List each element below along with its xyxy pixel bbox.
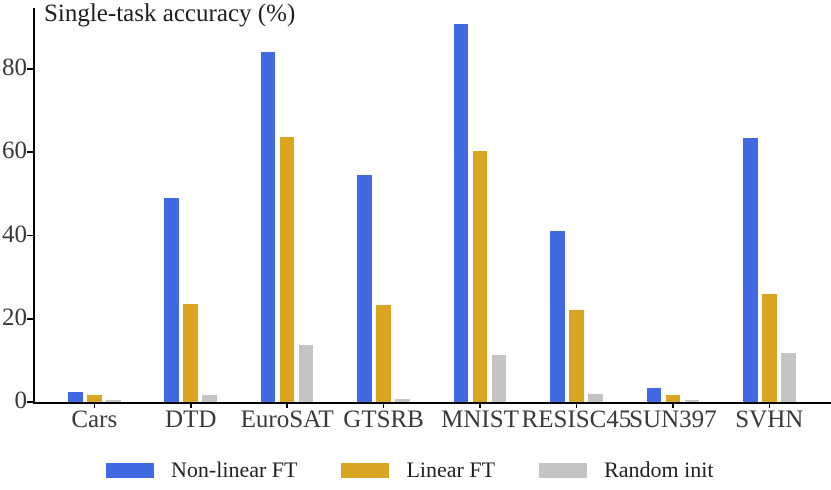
y-tick-label: 20 bbox=[2, 303, 27, 331]
x-tick-mark bbox=[479, 403, 481, 409]
legend-label: Linear FT bbox=[406, 457, 496, 482]
bar-linear-ft-eurosat bbox=[279, 136, 295, 402]
legend-swatch bbox=[106, 462, 154, 478]
x-tick-label: MNIST bbox=[441, 406, 519, 433]
x-tick-label: SUN397 bbox=[629, 406, 717, 433]
x-tick-label: RESISC45 bbox=[521, 406, 632, 433]
bar-non-linear-ft-gtsrb bbox=[357, 175, 372, 402]
y-tick-mark bbox=[26, 401, 34, 403]
y-tick-mark bbox=[26, 234, 34, 237]
x-tick-label: DTD bbox=[165, 406, 217, 433]
legend-swatch bbox=[341, 462, 390, 478]
bar-linear-ft-dtd bbox=[183, 304, 198, 402]
bar-random-init-gtsrb bbox=[395, 398, 410, 402]
legend-item: Non-linear FT bbox=[106, 457, 297, 483]
chart-title: Single-task accuracy (%) bbox=[44, 0, 296, 27]
bar-random-init-eurosat bbox=[298, 344, 314, 402]
x-tick-mark bbox=[768, 403, 771, 409]
x-tick-mark bbox=[93, 403, 96, 409]
y-tick-label: 80 bbox=[2, 53, 27, 81]
bar-non-linear-ft-cars bbox=[68, 391, 83, 402]
y-tick-label: 60 bbox=[2, 137, 27, 165]
legend-swatch bbox=[539, 462, 588, 478]
y-tick-label: 40 bbox=[2, 220, 27, 248]
legend-label: Non-linear FT bbox=[171, 457, 298, 482]
legend: Non-linear FT Linear FT Random init bbox=[106, 457, 713, 483]
x-tick-label: EuroSAT bbox=[240, 406, 334, 433]
x-axis-line bbox=[33, 402, 831, 404]
legend-item: Linear FT bbox=[341, 457, 495, 483]
bar-random-init-svhn bbox=[781, 353, 796, 402]
x-tick-mark bbox=[286, 403, 288, 409]
bar-non-linear-ft-svhn bbox=[743, 137, 758, 402]
y-axis-line bbox=[33, 8, 35, 402]
x-tick-mark bbox=[672, 403, 674, 409]
bar-random-init-sun397 bbox=[684, 400, 700, 402]
bar-non-linear-ft-resisc45 bbox=[550, 231, 565, 402]
legend-label: Random init bbox=[604, 457, 714, 482]
bar-linear-ft-mnist bbox=[472, 151, 488, 402]
bar-linear-ft-sun397 bbox=[665, 394, 681, 402]
y-tick-mark bbox=[26, 68, 34, 70]
x-tick-mark bbox=[189, 403, 192, 409]
x-tick-mark bbox=[575, 403, 578, 409]
x-tick-mark bbox=[382, 403, 385, 409]
y-tick-mark bbox=[26, 151, 34, 154]
x-tick-label: SVHN bbox=[735, 406, 804, 433]
y-tick-mark bbox=[26, 317, 34, 320]
bar-random-init-dtd bbox=[202, 394, 217, 402]
y-tick-label: 0 bbox=[14, 386, 28, 414]
bar-random-init-cars bbox=[106, 400, 121, 402]
bar-non-linear-ft-sun397 bbox=[646, 388, 662, 402]
bar-random-init-resisc45 bbox=[588, 394, 603, 402]
bar-linear-ft-gtsrb bbox=[376, 305, 391, 402]
bar-non-linear-ft-mnist bbox=[453, 24, 469, 402]
bar-random-init-mnist bbox=[491, 354, 507, 402]
bar-linear-ft-resisc45 bbox=[569, 310, 584, 402]
bar-non-linear-ft-eurosat bbox=[260, 52, 276, 402]
bar-linear-ft-svhn bbox=[762, 293, 777, 402]
legend-item: Random init bbox=[539, 457, 713, 483]
x-tick-label: GTSRB bbox=[343, 406, 424, 433]
bar-linear-ft-cars bbox=[87, 395, 102, 402]
bar-non-linear-ft-dtd bbox=[164, 198, 179, 402]
x-tick-label: Cars bbox=[71, 406, 118, 433]
